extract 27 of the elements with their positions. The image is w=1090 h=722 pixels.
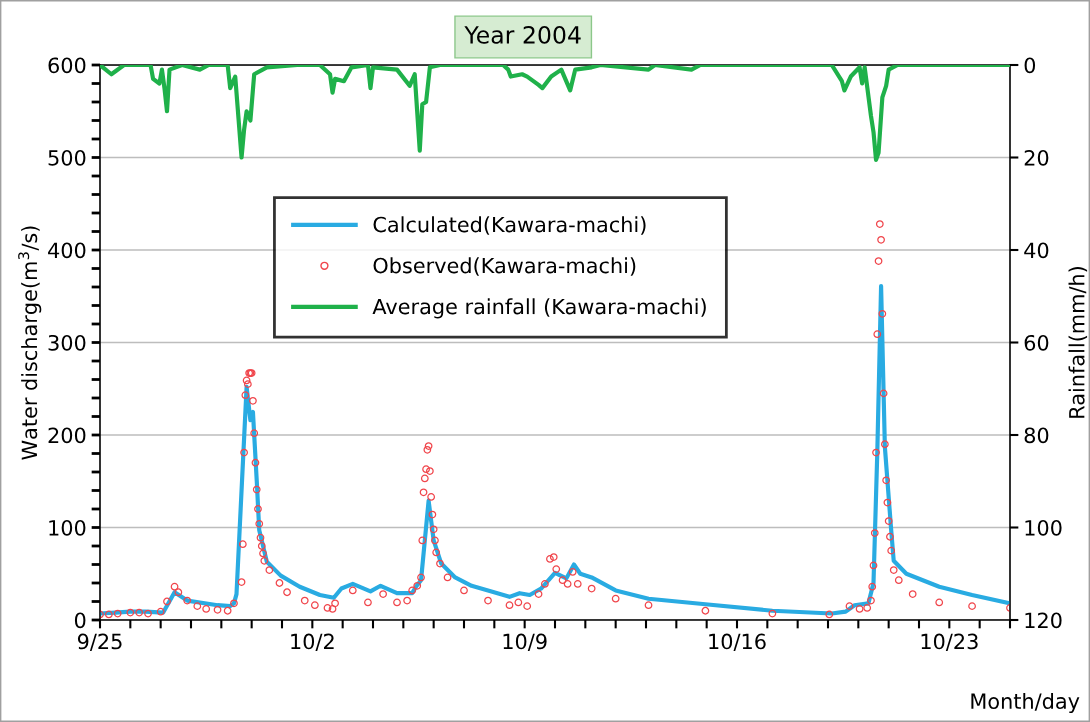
y2-tick-label: 0	[1024, 57, 1036, 74]
y2-tick-label: 40	[1024, 242, 1049, 259]
y2-tick-label: 100	[1025, 519, 1062, 536]
x-axis-title: Month/day	[971, 692, 1080, 714]
legend-label: Average rainfall (Kawara-machi)	[372, 298, 706, 319]
y2-tick-label: 60	[1024, 334, 1049, 351]
x-tick-label: 10/9	[503, 633, 547, 651]
legend-label: Calculated(Kawara-machi)	[373, 216, 646, 235]
y-tick-label: 200	[48, 427, 86, 444]
y2-axis-title: Rainfall(mm/h)	[1068, 267, 1088, 418]
y-axis-title: Water discharge(m$^{3}$/s)	[18, 226, 42, 460]
y-tick-label: 0	[74, 612, 86, 629]
y-tick-label: 500	[48, 149, 86, 166]
x-tick-label: 10/23	[921, 633, 978, 651]
y2-tick-label: 20	[1024, 149, 1049, 166]
line-series	[100, 283, 1010, 616]
legend-label: Observed(Kawara-machi)	[373, 257, 636, 276]
x-tick-label: 9/25	[77, 633, 122, 651]
y-tick-label: 600	[48, 57, 86, 74]
y2-tick-label: 120	[1025, 612, 1062, 629]
x-tick-label: 10/2	[291, 633, 334, 651]
y-tick-label: 400	[48, 242, 86, 259]
y-tick-label: 300	[48, 334, 86, 351]
chart-title: Year 2004	[464, 25, 581, 44]
y-tick-label: 100	[49, 519, 86, 536]
y2-tick-label: 80	[1024, 427, 1049, 444]
x-tick-label: 10/16	[709, 633, 766, 651]
